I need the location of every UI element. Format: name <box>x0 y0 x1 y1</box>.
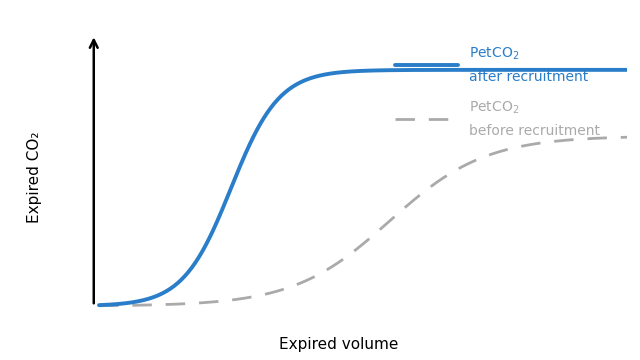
Text: Expired CO₂: Expired CO₂ <box>27 131 42 223</box>
Text: PetCO$_2$: PetCO$_2$ <box>468 45 519 62</box>
Text: before recruitment: before recruitment <box>468 124 600 138</box>
Text: Expired volume: Expired volume <box>279 337 399 352</box>
Text: PetCO$_2$: PetCO$_2$ <box>468 99 519 116</box>
Text: after recruitment: after recruitment <box>468 70 588 84</box>
